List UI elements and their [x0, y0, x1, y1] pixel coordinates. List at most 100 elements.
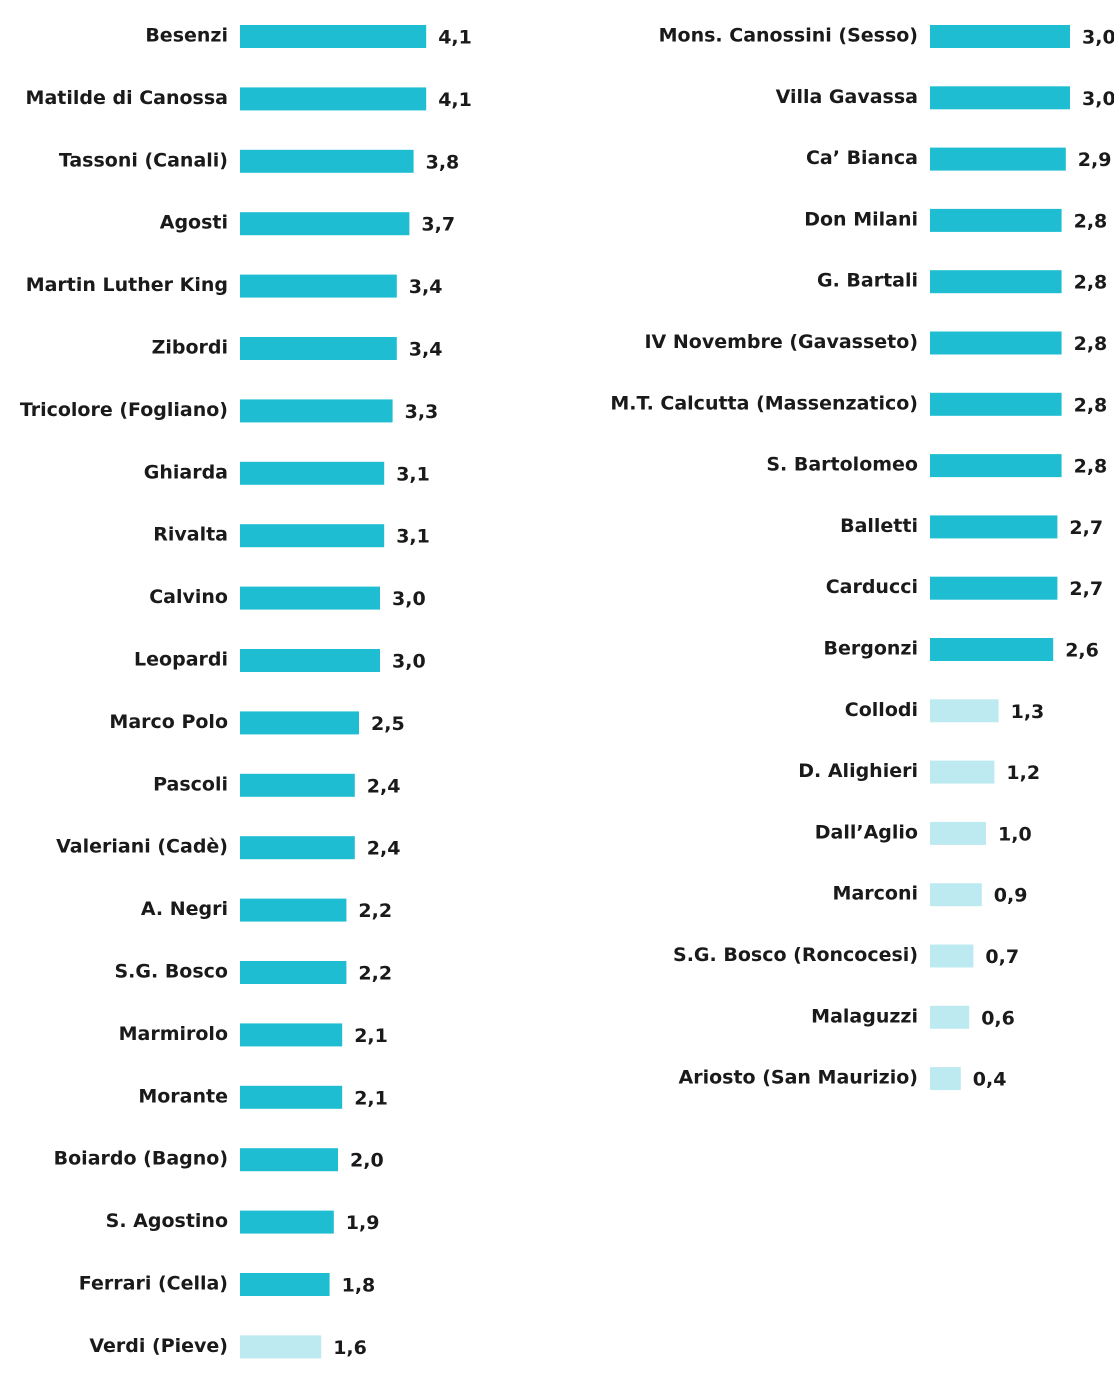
value-label: 0,4	[973, 1069, 1007, 1091]
category-label: Boiardo (Bagno)	[54, 1148, 228, 1170]
bar	[930, 515, 1058, 539]
value-label: 1,0	[998, 823, 1032, 845]
category-label: Marconi	[833, 883, 918, 905]
value-label: 4,1	[438, 89, 472, 111]
value-label: 1,2	[1006, 762, 1040, 784]
category-label: D. Alighieri	[798, 760, 918, 782]
value-label: 2,7	[1069, 578, 1103, 600]
category-label: S.G. Bosco (Roncocesi)	[673, 944, 918, 966]
value-label: 3,8	[426, 151, 460, 173]
category-label: Villa Gavassa	[776, 86, 918, 108]
value-label: 2,1	[354, 1087, 388, 1109]
bar	[240, 649, 380, 672]
value-label: 2,8	[1074, 333, 1108, 355]
category-label: IV Novembre (Gavasseto)	[644, 331, 918, 353]
value-label: 3,4	[409, 339, 443, 361]
value-label: 1,8	[342, 1275, 376, 1297]
bar	[240, 1335, 322, 1359]
value-label: 0,6	[981, 1007, 1015, 1029]
bar	[240, 961, 347, 984]
bar	[240, 149, 414, 173]
category-label: Martin Luther King	[26, 274, 228, 296]
category-label: Dall’Aglio	[815, 821, 918, 843]
category-label: Calvino	[149, 586, 228, 608]
value-label: 3,0	[1082, 88, 1114, 110]
category-label: Zibordi	[152, 337, 228, 359]
category-label: Besenzi	[145, 25, 228, 47]
category-label: M.T. Calcutta (Massenzatico)	[610, 392, 918, 414]
category-label: Mons. Canossini (Sesso)	[659, 25, 918, 47]
category-label: Malaguzzi	[811, 1005, 918, 1027]
value-label: 2,0	[350, 1150, 384, 1172]
bar	[240, 87, 427, 111]
bar	[930, 86, 1070, 110]
bar	[240, 399, 393, 423]
category-label: Valeriani (Cadè)	[56, 836, 228, 858]
bar	[240, 212, 410, 236]
category-label: Verdi (Pieve)	[89, 1335, 228, 1357]
category-label: A. Negri	[141, 898, 228, 920]
value-label: 2,7	[1069, 517, 1103, 539]
value-label: 1,6	[333, 1337, 367, 1359]
category-label: Carducci	[826, 576, 918, 598]
value-label: 3,4	[409, 276, 443, 298]
bar	[240, 711, 359, 735]
value-label: 2,5	[371, 713, 405, 735]
category-label: S. Bartolomeo	[766, 454, 918, 476]
bar	[240, 586, 380, 610]
bar	[930, 1067, 961, 1091]
category-label: S.G. Bosco	[115, 961, 229, 983]
value-label: 4,1	[438, 27, 472, 49]
bar	[930, 760, 995, 784]
bar	[930, 699, 999, 723]
bar	[930, 883, 982, 907]
value-label: 2,8	[1074, 210, 1108, 232]
value-label: 2,2	[358, 963, 392, 985]
category-label: Bergonzi	[824, 638, 919, 660]
category-label: Don Milani	[804, 208, 918, 230]
value-label: 3,0	[392, 588, 426, 610]
category-label: Marmirolo	[119, 1023, 228, 1045]
bar	[240, 773, 355, 797]
value-label: 0,7	[985, 946, 1019, 968]
bar	[240, 1148, 338, 1172]
value-label: 2,8	[1074, 272, 1108, 294]
bar	[240, 524, 385, 548]
bar	[240, 25, 427, 48]
bar	[930, 821, 986, 845]
category-label: Rivalta	[153, 524, 228, 546]
bar	[240, 461, 385, 485]
value-label: 3,1	[396, 526, 430, 548]
value-label: 3,7	[421, 214, 455, 236]
value-label: 1,9	[346, 1212, 380, 1234]
value-label: 2,2	[358, 900, 392, 922]
bar	[240, 274, 397, 298]
category-label: Pascoli	[153, 773, 228, 795]
category-label: Ferrari (Cella)	[79, 1273, 228, 1295]
bar	[930, 331, 1062, 355]
value-label: 2,8	[1074, 456, 1108, 478]
category-label: Tassoni (Canali)	[59, 149, 228, 171]
bar	[930, 1005, 970, 1029]
value-label: 2,1	[354, 1025, 388, 1047]
bar	[240, 1023, 343, 1047]
value-label: 1,3	[1011, 701, 1045, 723]
category-label: S. Agostino	[106, 1210, 228, 1232]
bar	[240, 898, 347, 922]
bar	[930, 638, 1054, 661]
bar	[930, 944, 974, 968]
value-label: 3,0	[1082, 27, 1114, 49]
bar	[930, 270, 1062, 294]
category-label: Ariosto (San Maurizio)	[679, 1067, 918, 1089]
bar	[240, 1085, 343, 1109]
bar	[930, 25, 1070, 48]
category-label: Tricolore (Fogliano)	[20, 399, 228, 421]
bar	[930, 392, 1062, 416]
bar	[930, 147, 1066, 171]
category-label: Balletti	[840, 515, 918, 537]
bar	[240, 1273, 330, 1296]
category-label: Morante	[138, 1085, 228, 1107]
value-label: 2,4	[367, 775, 401, 797]
bar	[930, 454, 1062, 478]
value-label: 3,0	[392, 651, 426, 673]
